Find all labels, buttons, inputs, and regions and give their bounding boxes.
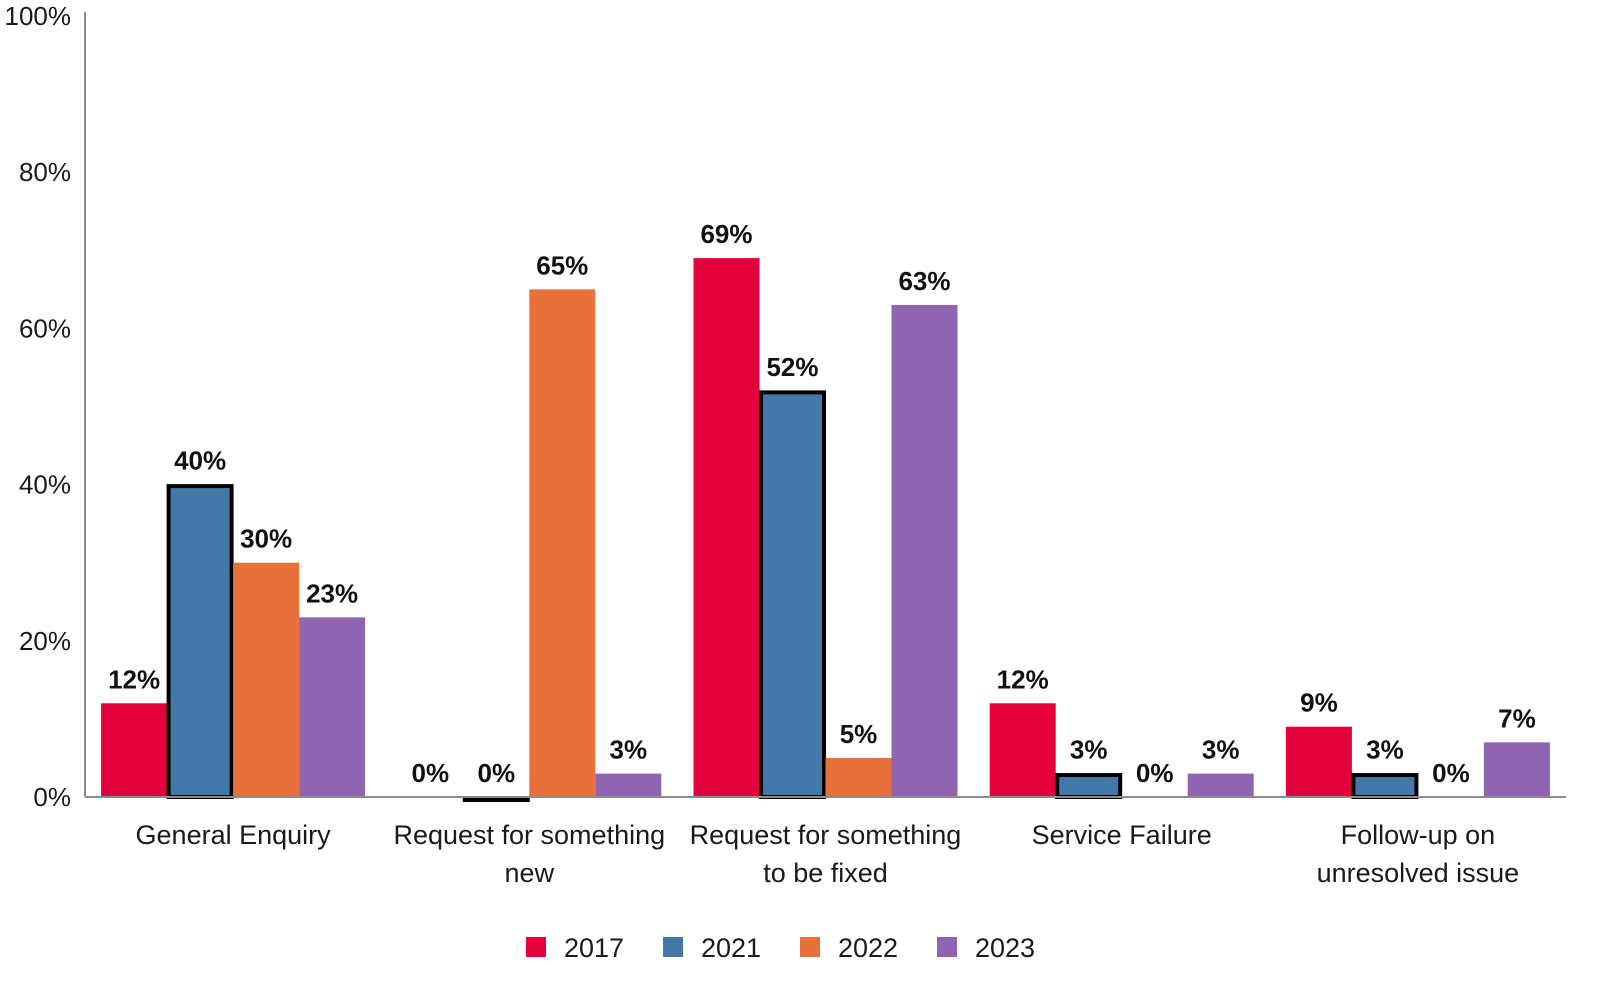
legend-label: 2023 — [975, 933, 1035, 963]
y-tick-label: 60% — [19, 313, 71, 343]
y-tick-label: 100% — [5, 1, 72, 31]
bar-2023 — [891, 304, 958, 797]
y-tick-label: 40% — [19, 470, 71, 500]
bar-2023 — [1483, 742, 1550, 797]
data-label: 30% — [240, 524, 292, 554]
legend-label: 2022 — [838, 933, 898, 963]
bar-2021 — [462, 796, 530, 802]
data-label: 12% — [108, 664, 160, 694]
bar-2022 — [233, 562, 300, 797]
bar-2023 — [299, 617, 366, 797]
bar-2023 — [595, 773, 662, 797]
bar-2023 — [1187, 773, 1254, 797]
data-label: 9% — [1300, 688, 1338, 718]
data-label: 40% — [174, 446, 226, 476]
bar-2022 — [529, 289, 596, 797]
data-label: 12% — [997, 664, 1049, 694]
y-tick-label: 0% — [33, 782, 71, 812]
bar-2017 — [989, 703, 1056, 797]
data-label: 3% — [610, 735, 648, 765]
bar-2021 — [1351, 773, 1419, 800]
data-labels: 12% 0% 69% 12% 9% 40% 0% 52% 3% 3% 30% 65% 5% 0% 0% 23%… — [108, 219, 1536, 788]
data-label: 65% — [536, 250, 588, 280]
legend-swatch-2017 — [526, 937, 546, 957]
data-label: 7% — [1498, 703, 1536, 733]
category-label: General Enquiry — [136, 820, 332, 850]
data-label: 3% — [1366, 735, 1404, 765]
data-label: 69% — [700, 219, 752, 249]
legend-label: 2017 — [564, 933, 624, 963]
bars — [101, 258, 1550, 802]
bar-2021 — [166, 484, 234, 799]
data-label: 3% — [1202, 735, 1240, 765]
bar-2017 — [1285, 726, 1352, 797]
category-label: Service Failure — [1032, 820, 1212, 850]
data-label: 0% — [1432, 758, 1470, 788]
bar-2021 — [759, 390, 826, 799]
category-label: Request for something to be fixed — [690, 820, 962, 888]
y-axis: 0% 20% 40% 60% 80% 100% — [5, 1, 86, 812]
legend-swatch-2023 — [937, 937, 957, 957]
data-label: 0% — [412, 758, 450, 788]
data-label: 5% — [840, 719, 878, 749]
category-label: Request for something new — [393, 820, 665, 888]
legend: 2017 2021 2022 2023 — [526, 933, 1035, 963]
legend-swatch-2022 — [800, 937, 820, 957]
category-label: Follow-up on unresolved issue — [1317, 820, 1520, 888]
data-label: 63% — [898, 266, 950, 296]
bar-2021 — [1055, 773, 1123, 800]
x-axis: General Enquiry Request for something new R… — [85, 796, 1566, 888]
y-tick-label: 20% — [19, 626, 71, 656]
data-label: 52% — [766, 352, 818, 382]
data-label: 0% — [1136, 758, 1174, 788]
legend-swatch-2021 — [663, 937, 683, 957]
bar-2017 — [101, 703, 168, 797]
bar-2017 — [693, 258, 760, 797]
data-label: 3% — [1070, 735, 1108, 765]
legend-label: 2021 — [701, 933, 761, 963]
y-tick-label: 80% — [19, 157, 71, 187]
bar-2022 — [825, 757, 892, 797]
data-label: 0% — [478, 758, 516, 788]
data-label: 23% — [306, 578, 358, 608]
